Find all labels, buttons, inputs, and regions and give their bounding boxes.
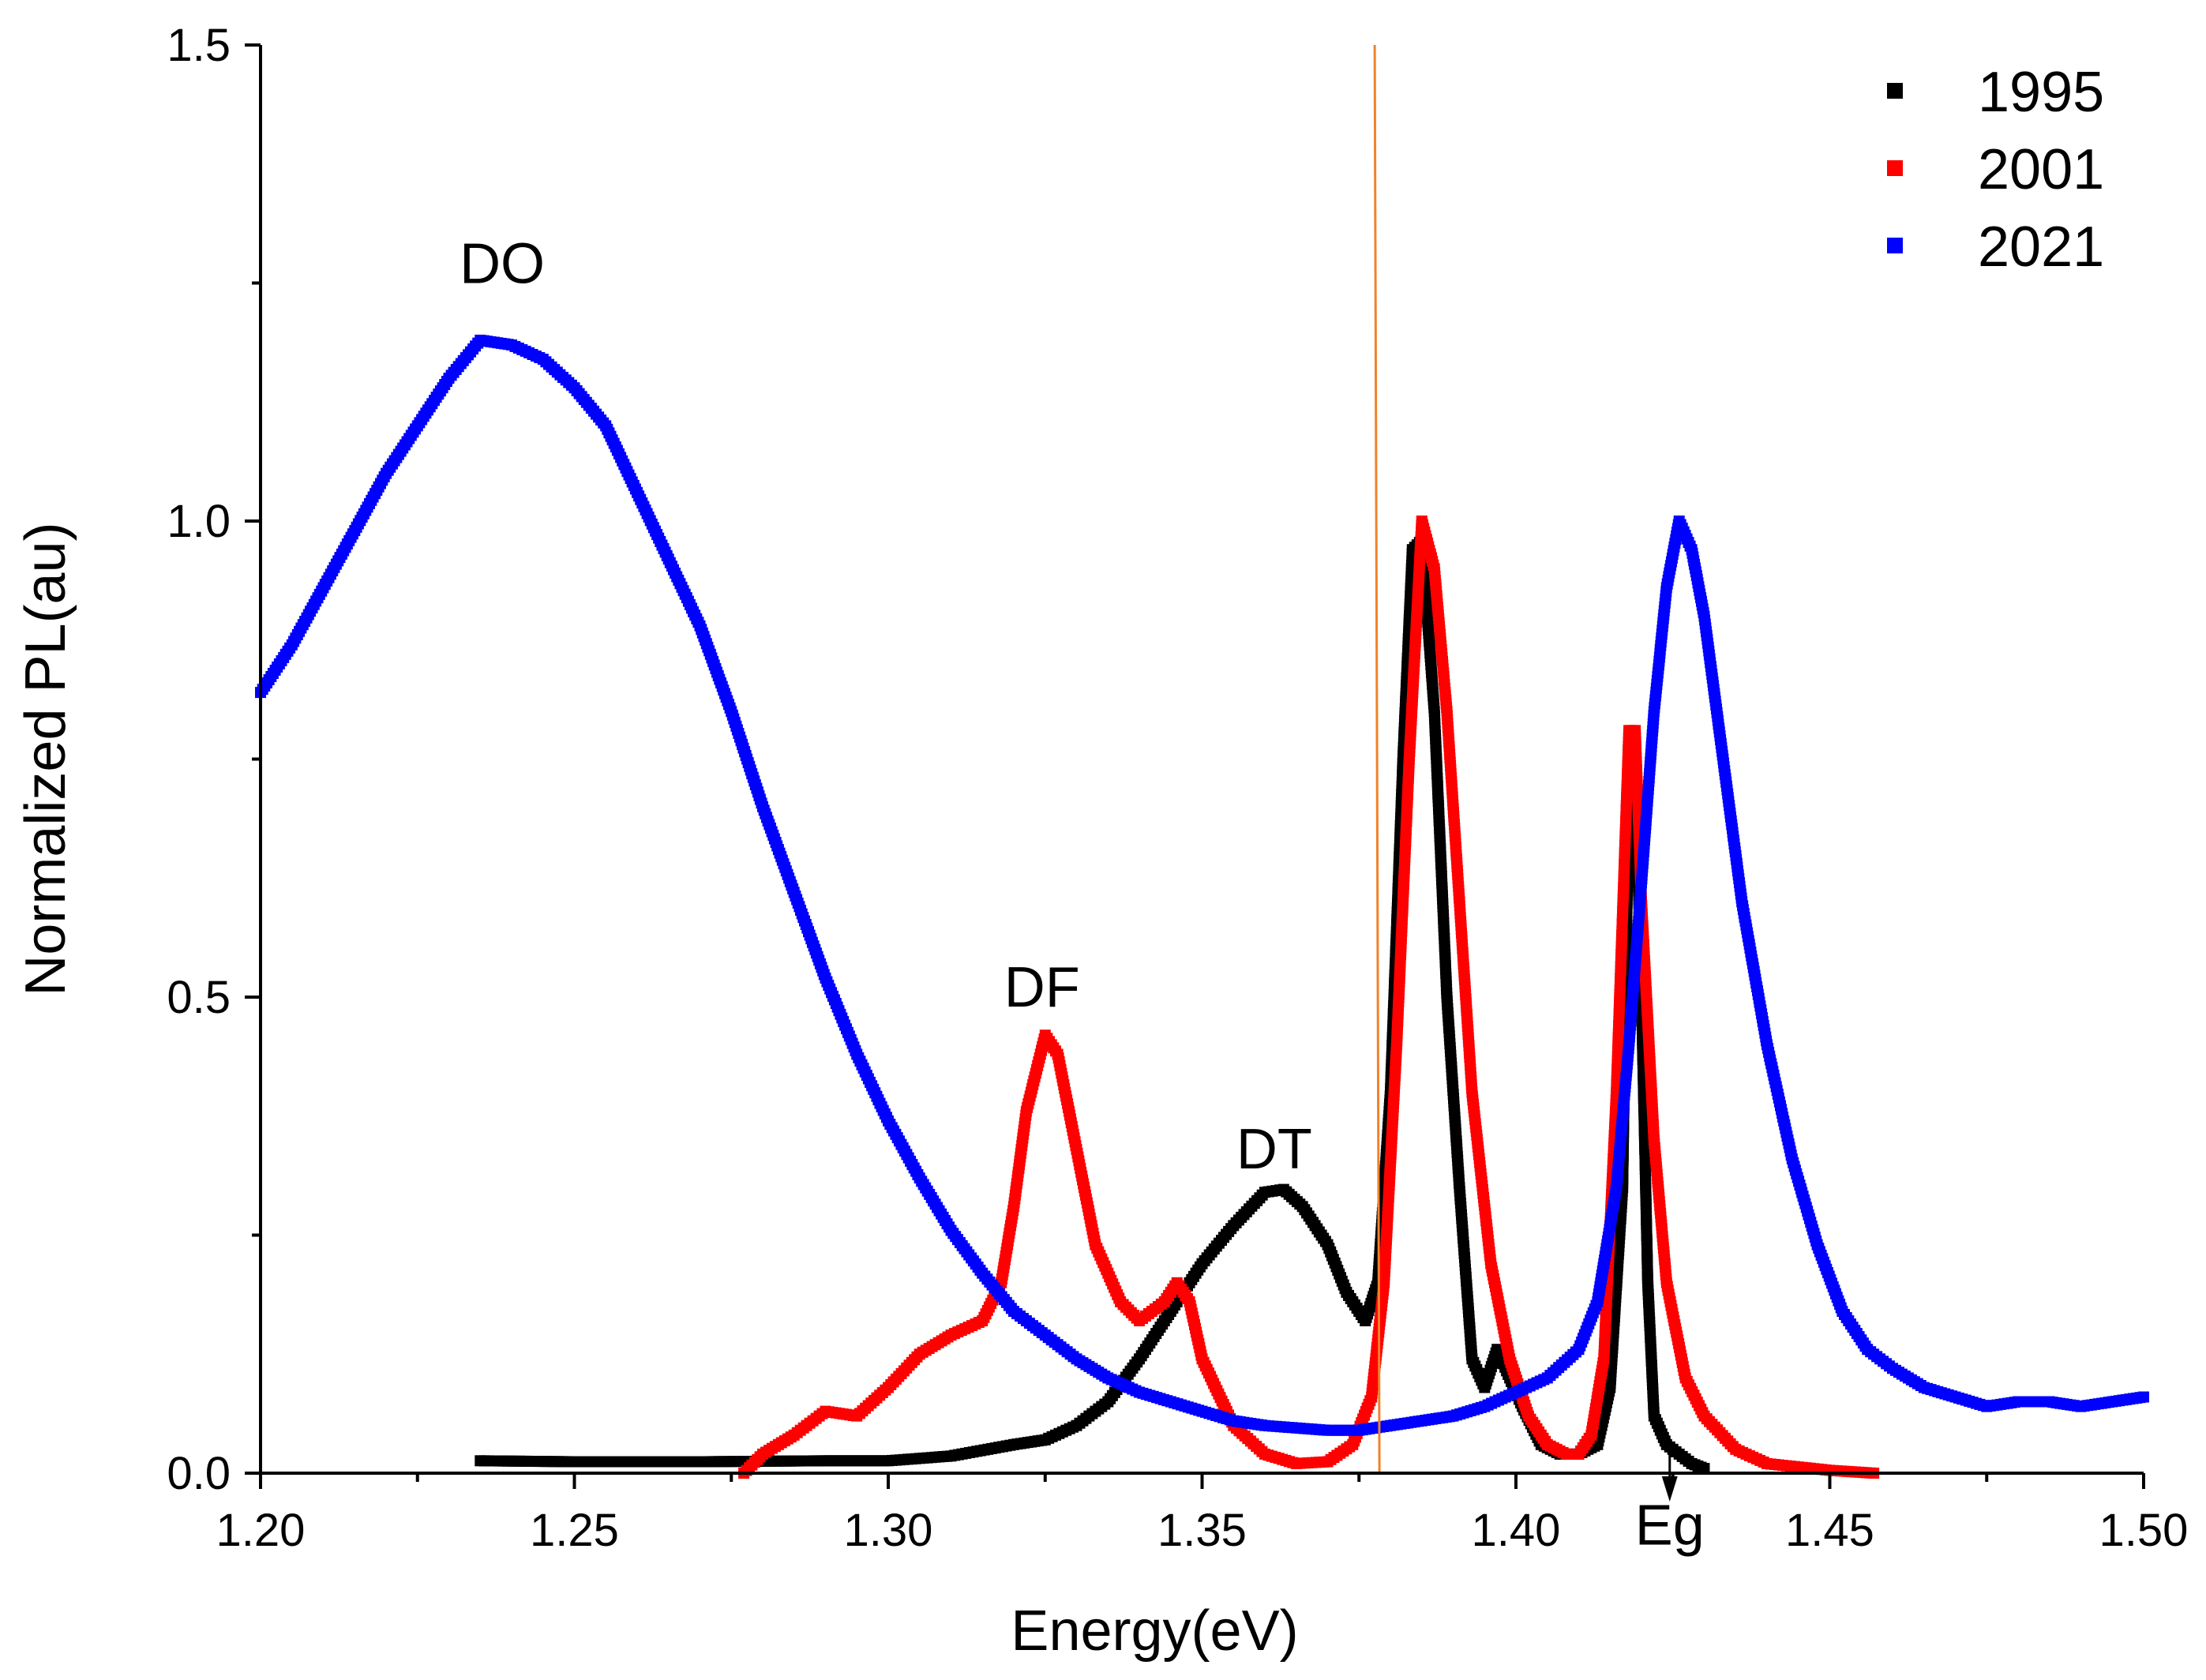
- x-tick-label: 1.25: [530, 1505, 619, 1556]
- reference-line-layer: [1373, 44, 1381, 1474]
- x-axis-title: Energy(eV): [1011, 1599, 1298, 1663]
- x-tick-label: 1.40: [1472, 1505, 1561, 1556]
- legend-label-1995: 1995: [1978, 61, 2104, 124]
- x-tick-label: 1.20: [216, 1505, 306, 1556]
- annotation-do: DO: [460, 233, 545, 296]
- legend-marker-2001: [1887, 160, 1903, 176]
- eg-arrow-head: [1661, 1476, 1678, 1502]
- x-tick-label: 1.35: [1157, 1505, 1247, 1556]
- axes-layer: 1.20 1.25 1.30 1.35 1.40 1.45 1.50 0.0 0.5 1.0 1.5…: [14, 20, 2188, 1663]
- legend-marker-1995: [1887, 83, 1903, 99]
- legend-marker-2021: [1887, 238, 1903, 253]
- annotations-layer: DO DF DT Eg: [460, 233, 1705, 1558]
- annotation-df: DF: [1004, 956, 1080, 1019]
- y-axis-title: Normalized PL(au): [14, 522, 77, 996]
- y-tick-label: 1.0: [167, 496, 231, 547]
- x-tick-label: 1.50: [2099, 1505, 2189, 1556]
- series-1995: [475, 534, 1710, 1474]
- x-tick-label: 1.30: [844, 1505, 933, 1556]
- y-tick-label: 0.0: [167, 1448, 231, 1499]
- legend-label-2001: 2001: [1978, 138, 2104, 201]
- data-point: [2138, 1391, 2149, 1403]
- reference-vertical-line: [1373, 44, 1381, 1474]
- annotation-eg: Eg: [1635, 1494, 1705, 1557]
- y-tick-label: 1.5: [167, 20, 231, 71]
- legend-label-2021: 2021: [1978, 216, 2104, 279]
- data-point: [1698, 1462, 1710, 1474]
- data-series-layer: [255, 334, 2149, 1479]
- annotation-dt: DT: [1236, 1118, 1312, 1181]
- x-tick-label: 1.45: [1785, 1505, 1874, 1556]
- series-2001: [738, 516, 1880, 1479]
- y-tick-label: 0.5: [167, 972, 231, 1023]
- series-2021: [255, 334, 2149, 1436]
- legend: 1995 2001 2021: [1887, 61, 2104, 279]
